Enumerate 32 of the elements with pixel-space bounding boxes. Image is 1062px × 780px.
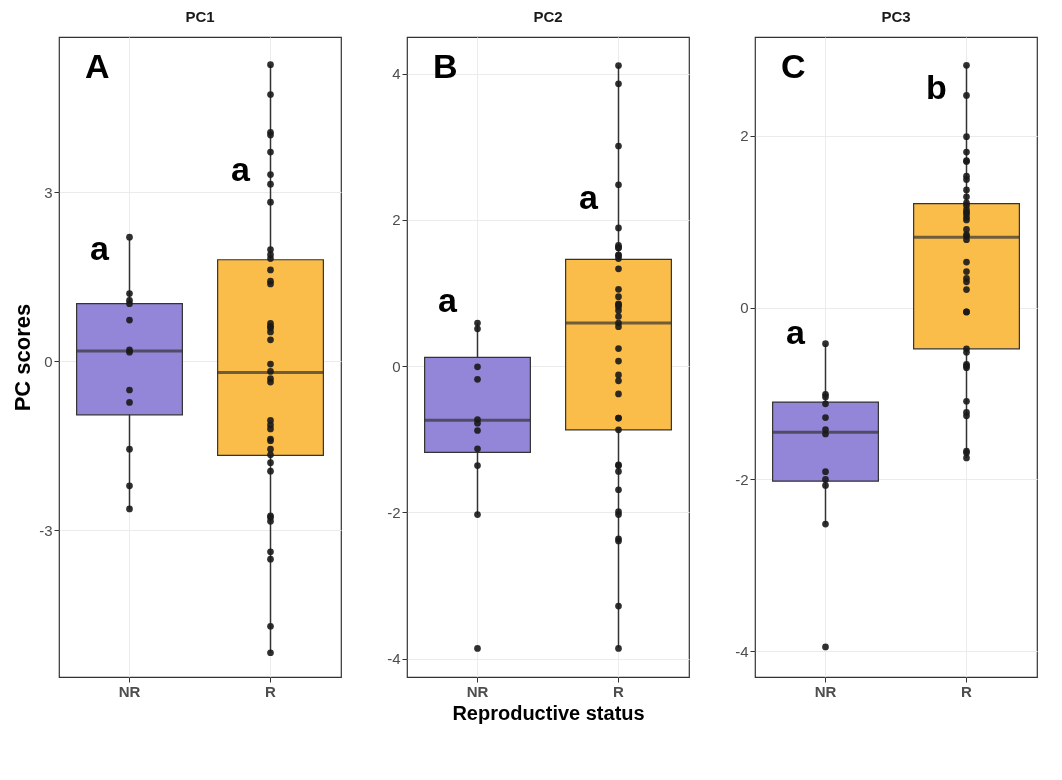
annotation: a [90,229,111,268]
annotation: a [786,312,807,351]
annotation: a [579,177,600,216]
annotation: a [231,150,252,189]
y-axis-title: PC scores [10,303,36,412]
y-tick-label: -2 [387,503,401,521]
y-tick-label: 2 [392,211,401,229]
y-tick-label: -2 [735,470,749,488]
chart-title: PC2 [533,8,563,25]
x-tick-label: R [961,682,973,700]
y-tick-label: -3 [39,521,53,539]
y-tick-label: 0 [392,357,401,375]
x-tick-label: NR [814,682,837,700]
annotation: b [926,68,947,107]
y-tick-label: 0 [740,299,749,317]
chart-title: PC1 [185,8,215,25]
chart-title: PC3 [881,8,911,25]
y-tick-label: 3 [44,183,53,201]
x-tick-label: NR [466,682,489,700]
x-tick-label: R [265,682,277,700]
y-tick-label: -4 [387,650,401,668]
x-tick-label: NR [118,682,141,700]
annotation: B [433,47,458,85]
y-tick-label: 2 [740,127,749,145]
y-tick-label: 0 [44,352,53,370]
x-tick-label: R [613,682,625,700]
annotation: A [85,47,110,85]
x-axis-title: Reproductive status [452,701,645,724]
y-tick-label: 4 [392,65,401,83]
annotation: a [438,280,459,319]
y-tick-label: -4 [735,642,749,660]
annotation: C [781,47,806,85]
